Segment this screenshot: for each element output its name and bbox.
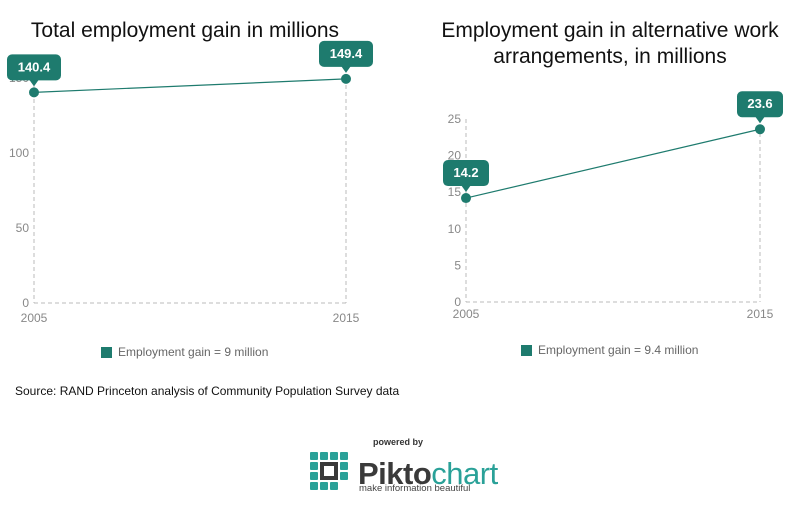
brand-logo[interactable]: Piktochart [310,452,498,496]
data-label-box [7,54,61,81]
legend-swatch [101,346,112,358]
y-tick-label: 0 [22,296,29,310]
y-tick-label: 20 [448,149,462,163]
data-label-box [737,91,783,118]
chart-title-alternative-work: Employment gain in alternative work arra… [425,18,795,70]
data-point [461,193,471,204]
data-point [341,73,351,84]
x-tick-label: 2015 [747,307,774,321]
y-tick-label: 15 [448,185,462,199]
y-tick-label: 50 [16,221,30,235]
series-line [465,128,761,199]
y-tick-label: 5 [454,258,461,272]
chart-title-total-employment: Total employment gain in millions [30,19,340,42]
data-label-box [443,160,489,187]
data-label-callout: 140.4 [7,54,61,87]
brand-tagline: make information beautiful [359,483,471,494]
chart-title-line-1: Employment gain in alternative work [441,19,779,42]
legend-label: Employment gain = 9 million [118,345,269,359]
legend-alternative-work: Employment gain = 9.4 million [521,343,698,357]
data-label-callout: 14.2 [443,160,489,193]
y-tick-label: 25 [448,112,462,126]
data-point [755,124,765,135]
series-line [33,78,347,93]
brand-name: Piktochart [358,456,498,491]
legend-swatch [521,344,532,356]
x-tick-label: 2015 [333,311,360,325]
data-point [29,87,39,98]
data-label: 23.6 [747,96,772,111]
y-tick-label: 10 [448,222,462,236]
chart-title-line-2: arrangements, in millions [493,45,727,68]
data-label-pointer [755,116,765,124]
data-label-callout: 149.4 [319,40,373,73]
chart-alternative-work: 0 5 10 15 20 25 2005 2015 14.2 23.6 [443,91,783,321]
powered-by-label: powered by [373,437,424,447]
legend-total-employment: Employment gain = 9 million [101,345,268,359]
piktochart-logo-icon [310,452,348,490]
data-label: 14.2 [453,165,478,180]
data-label: 140.4 [18,59,51,74]
brand-name-main: Pikto [358,456,432,491]
y-tick-label: 0 [454,295,461,309]
data-label-callout: 23.6 [737,91,783,124]
brand-name-tail: chart [431,456,498,491]
data-label: 149.4 [330,46,363,61]
source-note: Source: RAND Princeton analysis of Commu… [15,384,400,398]
x-tick-label: 2005 [453,307,480,321]
x-tick-label: 2005 [21,311,48,325]
legend-label: Employment gain = 9.4 million [538,343,699,357]
data-label-box [319,40,373,67]
y-tick-label: 100 [9,146,29,160]
data-label-pointer [29,79,39,87]
data-label-pointer [341,65,351,73]
data-label-pointer [461,185,471,193]
